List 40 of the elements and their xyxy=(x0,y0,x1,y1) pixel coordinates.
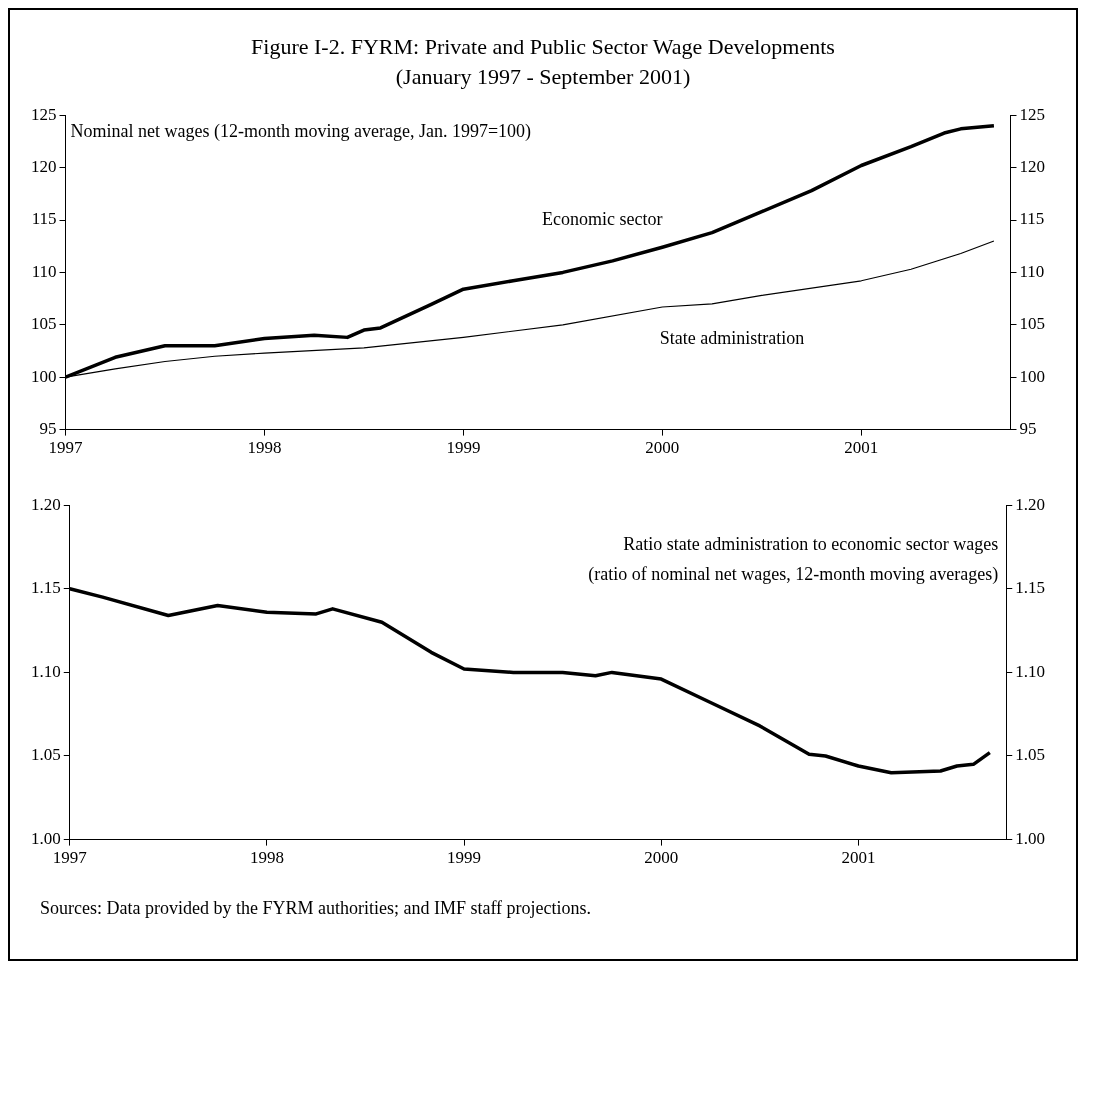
y2-tick-label: 1.00 xyxy=(1015,829,1045,849)
y-tick-label: 110 xyxy=(31,261,57,281)
y2-tick-label: 1.15 xyxy=(1015,578,1045,598)
x-tick-label: 1997 xyxy=(48,438,83,458)
y2-tick-label: 1.20 xyxy=(1015,494,1045,514)
source-note: Sources: Data provided by the FYRM authorities; and IMF staff projections. xyxy=(40,898,593,919)
series-label: Economic sector xyxy=(542,209,663,230)
annotation: Ratio state administration to economic sector wages (ratio of nominal net wages, 12-month moving averages) xyxy=(588,534,999,586)
chart-title: Figure I-2. FYRM: Private and Public Sector Wage Developments (January 1997 - September 2001) xyxy=(250,33,836,91)
y-tick-label: 120 xyxy=(31,157,57,177)
series-label: State administration xyxy=(659,327,805,348)
y-tick-label: 1.15 xyxy=(31,578,61,598)
y-tick-label: 1.05 xyxy=(31,745,61,765)
y2-tick-label: 1.10 xyxy=(1015,661,1045,681)
y2-tick-label: 105 xyxy=(1019,314,1045,334)
x-tick-label: 1999 xyxy=(447,848,482,868)
y2-tick-label: 1.05 xyxy=(1015,745,1045,765)
x-tick-label: 2000 xyxy=(644,848,679,868)
x-tick-label: 2001 xyxy=(844,438,879,458)
x-tick-label: 2000 xyxy=(645,438,680,458)
y-tick-label: 105 xyxy=(31,314,57,334)
y2-tick-label: 115 xyxy=(1019,209,1045,229)
y2-tick-label: 120 xyxy=(1019,157,1045,177)
y-tick-label: 125 xyxy=(31,104,57,124)
y-tick-label: 95 xyxy=(39,419,57,439)
x-tick-label: 2001 xyxy=(841,848,876,868)
y-tick-label: 1.00 xyxy=(31,829,61,849)
y-tick-label: 1.10 xyxy=(31,661,61,681)
y-tick-label: 100 xyxy=(31,366,57,386)
x-tick-label: 1997 xyxy=(52,848,88,868)
x-tick-label: 1998 xyxy=(247,438,282,458)
y2-tick-label: 125 xyxy=(1019,104,1045,124)
x-tick-label: 1999 xyxy=(446,438,481,458)
annotation: Nominal net wages (12-month moving average, Jan. 1997=100) xyxy=(70,121,532,143)
y2-tick-label: 95 xyxy=(1019,419,1037,439)
x-tick-label: 1998 xyxy=(249,848,284,868)
y-tick-label: 115 xyxy=(31,209,57,229)
y2-tick-label: 100 xyxy=(1019,366,1045,386)
y2-tick-label: 110 xyxy=(1019,261,1045,281)
y-tick-label: 1.20 xyxy=(31,494,61,514)
